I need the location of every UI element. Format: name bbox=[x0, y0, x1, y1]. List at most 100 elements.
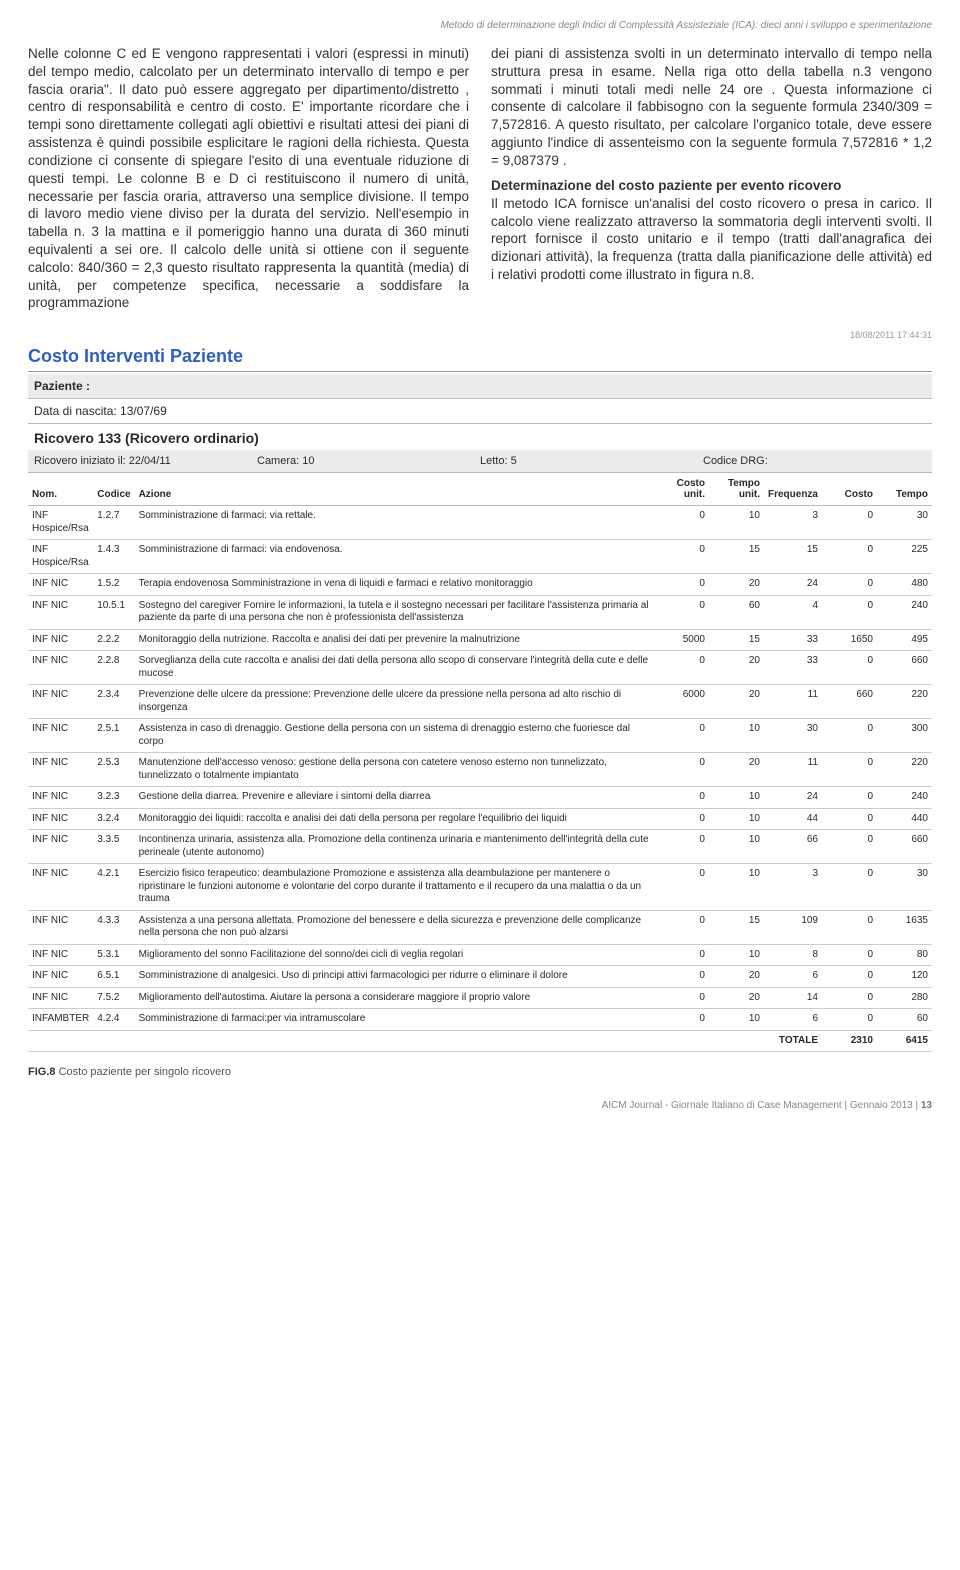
th-nom: Nom. bbox=[28, 473, 93, 506]
ricovero-title: Ricovero 133 (Ricovero ordinario) bbox=[28, 424, 932, 450]
cell-tempo: 660 bbox=[877, 651, 932, 685]
cell-azione: Gestione della diarrea. Prevenire e alle… bbox=[135, 787, 654, 809]
cell-nom: INF NIC bbox=[28, 595, 93, 629]
cell-tempo-unit: 10 bbox=[709, 808, 764, 830]
cell-codice: 3.3.5 bbox=[93, 830, 134, 864]
totale-label: TOTALE bbox=[764, 1030, 822, 1052]
cell-azione: Assistenza a una persona allettata. Prom… bbox=[135, 910, 654, 944]
cell-tempo: 495 bbox=[877, 629, 932, 651]
cell-nom: INF NIC bbox=[28, 966, 93, 988]
report-timestamp: 18/08/2011 17:44:31 bbox=[28, 330, 932, 340]
cell-codice: 4.2.1 bbox=[93, 864, 134, 911]
cell-azione: Assistenza in caso di drenaggio. Gestion… bbox=[135, 719, 654, 753]
cell-tempo-unit: 20 bbox=[709, 574, 764, 596]
cell-nom: INF NIC bbox=[28, 651, 93, 685]
cell-costo-unit: 0 bbox=[654, 830, 709, 864]
cell-frequenza: 15 bbox=[764, 540, 822, 574]
dob-row: Data di nascita: 13/07/69 bbox=[28, 399, 932, 424]
cell-codice: 1.2.7 bbox=[93, 506, 134, 540]
table-row: INF NIC3.3.5Incontinenza urinaria, assis… bbox=[28, 830, 932, 864]
table-row: INF NIC4.2.1Esercizio fisico terapeutico… bbox=[28, 864, 932, 911]
cell-nom: INF NIC bbox=[28, 987, 93, 1009]
table-row: INF NIC2.2.2Monitoraggio della nutrizion… bbox=[28, 629, 932, 651]
cell-costo: 0 bbox=[822, 808, 877, 830]
totale-costo: 2310 bbox=[822, 1030, 877, 1052]
table-row: INF NIC2.3.4Prevenzione delle ulcere da … bbox=[28, 685, 932, 719]
cell-codice: 6.5.1 bbox=[93, 966, 134, 988]
th-tempo-unit: Tempo unit. bbox=[709, 473, 764, 506]
cell-costo-unit: 0 bbox=[654, 651, 709, 685]
cell-azione: Esercizio fisico terapeutico: deambulazi… bbox=[135, 864, 654, 911]
cell-costo: 0 bbox=[822, 719, 877, 753]
cell-costo: 0 bbox=[822, 864, 877, 911]
cell-tempo: 240 bbox=[877, 787, 932, 809]
cell-azione: Incontinenza urinaria, assistenza alla. … bbox=[135, 830, 654, 864]
cell-costo-unit: 0 bbox=[654, 787, 709, 809]
cell-tempo-unit: 10 bbox=[709, 830, 764, 864]
cell-costo-unit: 0 bbox=[654, 719, 709, 753]
cell-frequenza: 3 bbox=[764, 864, 822, 911]
cell-costo-unit: 0 bbox=[654, 753, 709, 787]
cell-tempo-unit: 20 bbox=[709, 987, 764, 1009]
cell-costo: 0 bbox=[822, 574, 877, 596]
cell-costo: 0 bbox=[822, 944, 877, 966]
th-costo-unit: Costo unit. bbox=[654, 473, 709, 506]
table-row: INF NIC3.2.4Monitoraggio dei liquidi: ra… bbox=[28, 808, 932, 830]
cell-nom: INF NIC bbox=[28, 864, 93, 911]
cell-nom: INF NIC bbox=[28, 808, 93, 830]
cell-costo-unit: 0 bbox=[654, 540, 709, 574]
th-codice: Codice bbox=[93, 473, 134, 506]
cell-costo-unit: 0 bbox=[654, 966, 709, 988]
article-columns: Nelle colonne C ed E vengono rappresenta… bbox=[28, 45, 932, 312]
cell-nom: INF Hospice/Rsa bbox=[28, 506, 93, 540]
cell-tempo: 240 bbox=[877, 595, 932, 629]
table-row: INF NIC2.2.8Sorveglianza della cute racc… bbox=[28, 651, 932, 685]
figure-caption: FIG.8 Costo paziente per singolo ricover… bbox=[28, 1066, 932, 1078]
table-row: INF NIC1.5.2Terapia endovenosa Somminist… bbox=[28, 574, 932, 596]
table-row: INF NIC2.5.1Assistenza in caso di drenag… bbox=[28, 719, 932, 753]
cell-tempo-unit: 15 bbox=[709, 629, 764, 651]
table-row: INF NIC3.2.3Gestione della diarrea. Prev… bbox=[28, 787, 932, 809]
cell-codice: 2.5.1 bbox=[93, 719, 134, 753]
cell-tempo: 440 bbox=[877, 808, 932, 830]
cell-nom: INF NIC bbox=[28, 574, 93, 596]
cell-tempo-unit: 10 bbox=[709, 864, 764, 911]
table-row: INF NIC4.3.3Assistenza a una persona all… bbox=[28, 910, 932, 944]
cell-tempo: 300 bbox=[877, 719, 932, 753]
cell-tempo-unit: 15 bbox=[709, 910, 764, 944]
cell-azione: Miglioramento dell'autostima. Aiutare la… bbox=[135, 987, 654, 1009]
cell-azione: Somministrazione di analgesici. Uso di p… bbox=[135, 966, 654, 988]
cell-costo-unit: 0 bbox=[654, 864, 709, 911]
cell-costo: 0 bbox=[822, 987, 877, 1009]
meta-camera: Camera: 10 bbox=[257, 455, 480, 467]
cell-costo-unit: 0 bbox=[654, 1009, 709, 1031]
cell-tempo-unit: 20 bbox=[709, 685, 764, 719]
cell-nom: INF NIC bbox=[28, 830, 93, 864]
cell-costo: 1650 bbox=[822, 629, 877, 651]
cell-codice: 3.2.4 bbox=[93, 808, 134, 830]
table-header-row: Nom. Codice Azione Costo unit. Tempo uni… bbox=[28, 473, 932, 506]
totale-row: TOTALE 2310 6415 bbox=[28, 1030, 932, 1052]
right-paragraph-2: Il metodo ICA fornisce un'analisi del co… bbox=[491, 195, 932, 284]
table-row: INF Hospice/Rsa1.4.3Somministrazione di … bbox=[28, 540, 932, 574]
cell-frequenza: 24 bbox=[764, 574, 822, 596]
cell-codice: 2.2.8 bbox=[93, 651, 134, 685]
cell-frequenza: 14 bbox=[764, 987, 822, 1009]
cell-tempo: 280 bbox=[877, 987, 932, 1009]
totale-tempo: 6415 bbox=[877, 1030, 932, 1052]
cell-codice: 1.5.2 bbox=[93, 574, 134, 596]
cell-costo: 0 bbox=[822, 540, 877, 574]
cell-codice: 1.4.3 bbox=[93, 540, 134, 574]
cell-azione: Somministrazione di farmaci:per via intr… bbox=[135, 1009, 654, 1031]
right-subhead: Determinazione del costo paziente per ev… bbox=[491, 178, 932, 193]
cell-azione: Monitoraggio dei liquidi: raccolta e ana… bbox=[135, 808, 654, 830]
cell-frequenza: 109 bbox=[764, 910, 822, 944]
cell-azione: Monitoraggio della nutrizione. Raccolta … bbox=[135, 629, 654, 651]
th-frequenza: Frequenza bbox=[764, 473, 822, 506]
cell-codice: 4.2.4 bbox=[93, 1009, 134, 1031]
th-azione: Azione bbox=[135, 473, 654, 506]
cell-frequenza: 6 bbox=[764, 1009, 822, 1031]
cell-azione: Somministrazione di farmaci: via endoven… bbox=[135, 540, 654, 574]
paziente-row: Paziente : bbox=[28, 374, 932, 399]
cell-codice: 5.3.1 bbox=[93, 944, 134, 966]
